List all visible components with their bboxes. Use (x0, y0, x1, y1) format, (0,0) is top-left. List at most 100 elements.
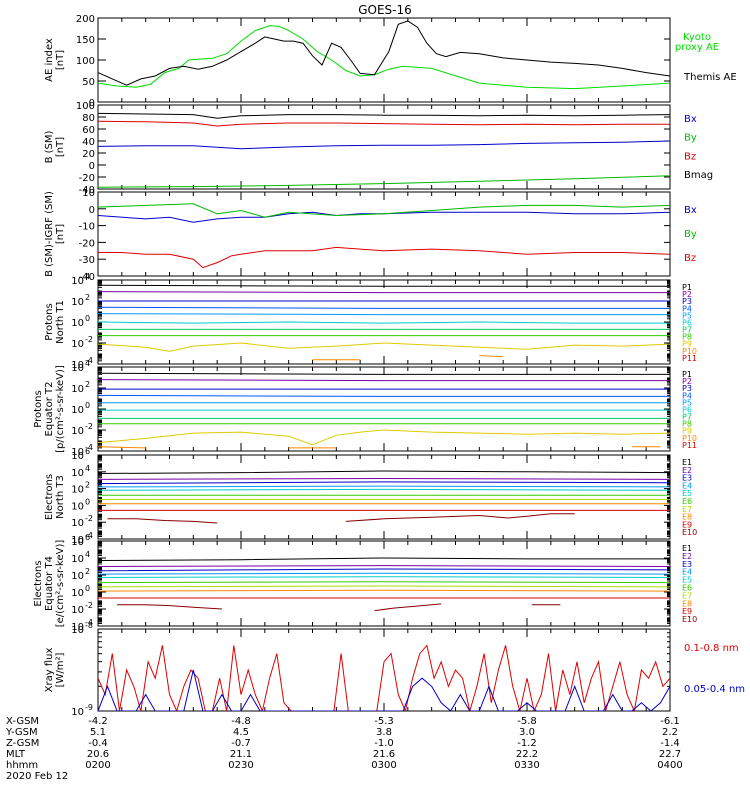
legend-item: E7 (682, 505, 692, 514)
xray-legend: 0.1-0.8 nm 0.05-0.4 nm (684, 643, 745, 695)
legend-item: E9 (682, 520, 692, 529)
e-north-ytick-label: 10 (71, 518, 84, 529)
legend-item: E1 (682, 458, 692, 467)
bsm-ytick-label: 60 (82, 125, 95, 136)
legend-item: E5 (682, 576, 692, 585)
p-equator-ylabel: [p/(cm²-s-sr-keV)] (55, 365, 66, 453)
bsm-ylabel: B (SM) (44, 130, 55, 163)
bigrf-ytick-label: -20 (79, 238, 95, 249)
e-equator-ylabel: Equator T4 (44, 556, 55, 611)
series-ae-kyoto-proxy-ae (98, 25, 670, 90)
footer-value: 3.0 (519, 727, 535, 738)
xray-ylabel: [W/m²] (55, 652, 66, 687)
bsm-legend: Bx By Bz Bmag (684, 114, 713, 181)
bigrf-ytick-label: 0 (89, 205, 95, 216)
bsm-ytick-label: 100 (76, 101, 95, 112)
footer-date: 2020 Feb 12 (6, 771, 68, 782)
series-e-north-e4 (98, 485, 670, 488)
p-equator-ylabel: Protons (33, 390, 44, 427)
p-equator-series-group (98, 372, 670, 449)
e-equator-ytick-label: 10 (71, 571, 84, 582)
bsm-ytick-label: 0 (89, 161, 95, 172)
legend-item: P3 (682, 297, 692, 306)
e-equator-ytick-label: 10 (71, 622, 84, 633)
p-equator-ytick-exponent: -2 (85, 422, 93, 431)
e-equator-ytick-exponent: 4 (85, 550, 90, 559)
legend-item: E8 (682, 513, 692, 522)
footer-value: -0.7 (231, 738, 251, 749)
legend-item: P7 (682, 326, 692, 335)
e-north-frame (97, 454, 671, 540)
ae-ytick-label: 200 (76, 14, 95, 25)
series-ae-themis-ae (98, 20, 670, 86)
ae-ytick-label: 100 (76, 56, 95, 67)
footer-value: 0300 (371, 760, 396, 771)
series-bsm-bx (98, 140, 670, 150)
p-north-ylabel: Protons (44, 303, 55, 340)
series-bigrf-bz (98, 246, 670, 269)
legend-item: E6 (682, 497, 692, 506)
e-equator-ytick-label: 10 (71, 588, 84, 599)
legend-item: P10 (682, 347, 697, 356)
legend-item: E3 (682, 474, 692, 483)
legend-item: P11 (682, 441, 697, 450)
series-p-equator-p1 (98, 372, 670, 375)
series-e-equator-e10 (117, 604, 222, 610)
ae-series-group (98, 20, 670, 90)
xray-series-group (98, 644, 670, 711)
footer-row-label: Z-GSM (6, 738, 39, 749)
footer-value: 2.2 (662, 727, 678, 738)
p-equator-ytick-label: 10 (71, 426, 84, 437)
legend-item: E6 (682, 584, 692, 593)
legend-item: P6 (682, 318, 692, 327)
e-equator-ytick-label: 10 (71, 605, 84, 616)
chart-title: GOES-16 (358, 3, 412, 17)
p-equator-ytick-exponent: -4 (85, 443, 93, 452)
footer-value: -1.4 (660, 738, 680, 749)
footer-value: -4.2 (88, 716, 108, 727)
series-p-equator-p4 (98, 394, 670, 397)
bsm-series-group (98, 112, 670, 188)
legend-item: 0.1-0.8 nm (684, 643, 739, 654)
series-p-equator-p9 (98, 429, 670, 446)
e-north-ylabel: Electrons (44, 474, 55, 520)
bsm-frame (97, 104, 671, 190)
series-xray-0-1-0-8-nm (98, 644, 670, 711)
series-p-north-p1 (98, 284, 670, 287)
e-equator-ylabel: [e/(cm²-s-sr-keV)] (55, 540, 66, 628)
xray-ytick-label: 10 (71, 707, 84, 718)
series-e-equator-e5 (98, 576, 670, 578)
footer-value: 22.2 (516, 749, 538, 760)
e-north-ytick-exponent: 6 (85, 447, 90, 456)
bigrf-ytick-label: 10 (82, 188, 95, 199)
footer-value: -1.0 (374, 738, 394, 749)
series-e-north-e5 (98, 488, 670, 491)
ae-ylabel: AE index (44, 38, 55, 82)
series-p-north-p4 (98, 306, 670, 309)
footer-value: 22.7 (659, 749, 681, 760)
bigrf-legend: Bx By Bz (684, 205, 697, 264)
legend-item: Themis AE (683, 72, 737, 83)
p-equator-ytick-label: 10 (71, 384, 84, 395)
e-equator-frame (97, 540, 671, 627)
series-p-north-p6 (98, 321, 670, 324)
bsm-ytick-label: -20 (79, 173, 95, 184)
legend-item: P4 (682, 391, 692, 400)
xray-ytick-label: 10 (71, 625, 84, 636)
legend-item: Bz (684, 253, 696, 264)
legend-item: P3 (682, 384, 692, 393)
legend-item: P2 (682, 377, 692, 386)
footer-value: 21.1 (230, 749, 252, 760)
series-e-equator-e4 (98, 572, 670, 575)
e-equator-ylabel: Electrons (33, 560, 44, 606)
p-equator-ytick-exponent: 2 (85, 380, 90, 389)
bigrf-ytick-label: -40 (79, 272, 95, 283)
e-north-ytick-label: 10 (71, 468, 84, 479)
series-e-equator-e3 (98, 568, 670, 572)
legend-item: E9 (682, 607, 692, 616)
e-north-ytick-exponent: 4 (85, 464, 90, 473)
